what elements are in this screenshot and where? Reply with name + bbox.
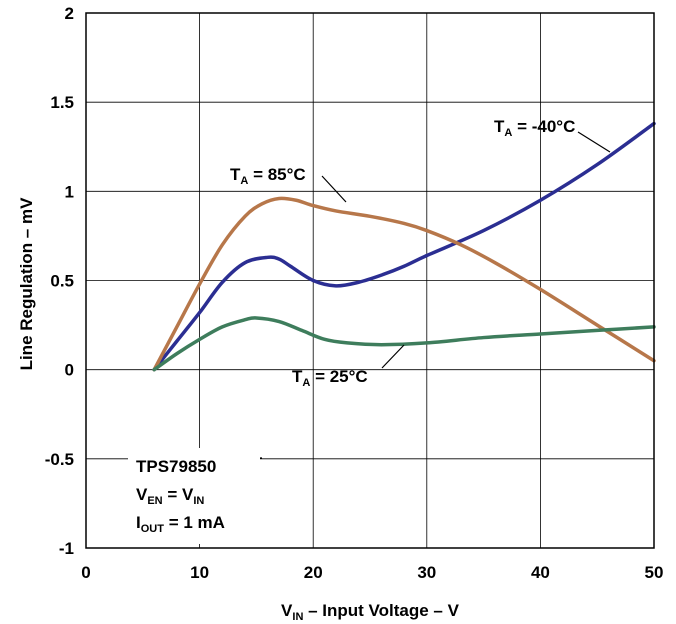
callout-line-85 — [321, 175, 347, 203]
x-axis-label: VIN – Input Voltage – V — [281, 601, 460, 623]
annotation-ven: VEN = VIN — [136, 485, 204, 507]
annotation-device: TPS79850 — [136, 457, 216, 476]
series-lines — [152, 121, 656, 372]
y-axis-label: Line Regulation – mV — [17, 197, 36, 371]
series-label-minus40: TA = -40°C — [494, 117, 575, 139]
series-line-85 — [152, 196, 656, 372]
annotation-iout: IOUT = 1 mA — [136, 513, 225, 535]
series-label-85: TA = 85°C — [230, 165, 306, 187]
series-label-25: TA = 25°C — [292, 367, 368, 389]
y-tick-label: 0 — [65, 361, 74, 380]
x-tick-label: 40 — [531, 563, 550, 582]
y-tick-label: 2 — [65, 4, 74, 23]
y-tick-label: -1 — [59, 539, 74, 558]
y-tick-label: 0.5 — [50, 272, 74, 291]
series-line-minus40 — [152, 121, 656, 372]
plot-frame — [85, 12, 655, 549]
tick-labels: 0 10 20 30 40 50 -1 -0.5 0 0.5 1 1.5 2 — [45, 4, 664, 582]
x-tick-label: 30 — [417, 563, 436, 582]
series-line-25 — [152, 316, 656, 372]
x-tick-label: 50 — [645, 563, 664, 582]
x-tick-label: 10 — [190, 563, 209, 582]
x-tick-label: 0 — [81, 563, 90, 582]
x-tick-label: 20 — [304, 563, 323, 582]
callout-line-minus40 — [577, 131, 611, 153]
annotation-box-bg — [128, 448, 260, 544]
series-callouts — [128, 131, 611, 459]
y-tick-label: 1.5 — [50, 93, 74, 112]
y-tick-label: -0.5 — [45, 450, 74, 469]
y-tick-label: 1 — [65, 182, 74, 201]
callout-line-25 — [381, 344, 405, 369]
